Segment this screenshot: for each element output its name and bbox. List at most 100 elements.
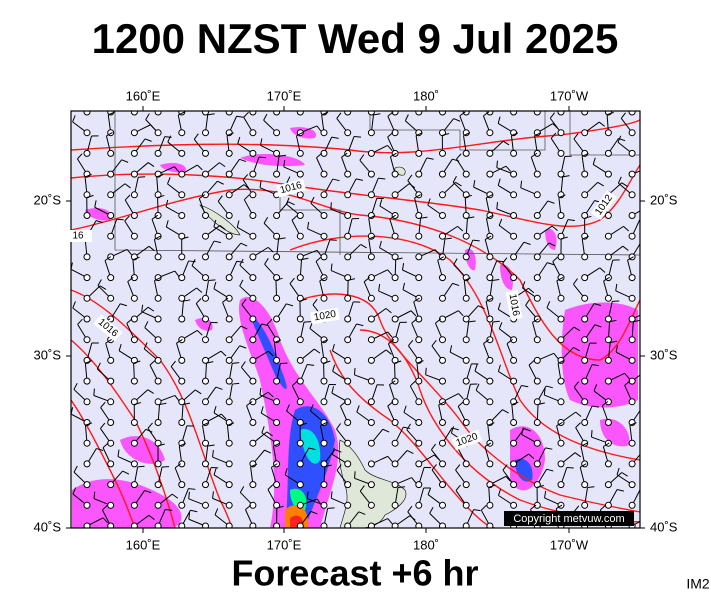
station [392, 275, 398, 281]
barb-flag [591, 430, 592, 437]
station [297, 440, 303, 446]
station [108, 440, 114, 446]
station [250, 130, 256, 136]
station [131, 233, 137, 239]
station [463, 420, 469, 426]
barb-flag [537, 92, 544, 94]
station [392, 420, 398, 426]
barb-staff [514, 94, 517, 112]
isobar-label-text: 16 [72, 231, 84, 242]
station [108, 461, 114, 467]
station [131, 461, 137, 467]
barb-staff [315, 96, 324, 112]
station [345, 357, 351, 363]
barb-staff [179, 94, 181, 112]
left-label: 30˚S [34, 347, 62, 362]
station [605, 254, 611, 260]
station [321, 399, 327, 405]
station [108, 213, 114, 219]
station [582, 378, 588, 384]
station [203, 316, 209, 322]
station [440, 482, 446, 488]
station [155, 482, 161, 488]
station [463, 150, 469, 156]
station [440, 357, 446, 363]
station [226, 171, 232, 177]
station [250, 171, 256, 177]
station [463, 171, 469, 177]
barb-staff [537, 94, 538, 112]
station [629, 171, 635, 177]
forecast-label: Forecast +6 hr [231, 553, 478, 594]
station [487, 171, 493, 177]
station [534, 357, 540, 363]
barb-flag [640, 489, 647, 490]
station [440, 502, 446, 508]
station [179, 316, 185, 322]
barb-flag [232, 383, 239, 384]
barb-flag [649, 105, 653, 110]
station [297, 316, 303, 322]
top-label: 170˚W [550, 88, 589, 103]
station [108, 482, 114, 488]
title: 1200 NZST Wed 9 Jul 2025 [92, 15, 619, 62]
station [368, 150, 374, 156]
station [131, 502, 137, 508]
station [131, 213, 137, 219]
station [487, 399, 493, 405]
barb-staff [348, 98, 359, 112]
station [368, 378, 374, 384]
station [274, 420, 280, 426]
station [250, 357, 256, 363]
station [297, 378, 303, 384]
station [250, 233, 256, 239]
barb-flag [331, 202, 332, 209]
station [203, 109, 209, 115]
station [487, 378, 493, 384]
barb-flag [477, 94, 480, 100]
station [297, 192, 303, 198]
station [250, 440, 256, 446]
barb-flag [649, 168, 653, 174]
station [274, 233, 280, 239]
station [179, 275, 185, 281]
station [84, 461, 90, 467]
station [250, 254, 256, 260]
station [534, 233, 540, 239]
station [440, 150, 446, 156]
station [131, 316, 137, 322]
station [345, 192, 351, 198]
station [368, 192, 374, 198]
station [605, 357, 611, 363]
station [582, 482, 588, 488]
station [321, 440, 327, 446]
station [179, 502, 185, 508]
barb-flag [232, 363, 239, 364]
station [84, 213, 90, 219]
station [203, 171, 209, 177]
image-code: IM2 [686, 576, 710, 592]
station [534, 275, 540, 281]
station [368, 109, 374, 115]
station [345, 254, 351, 260]
station [250, 275, 256, 281]
station [416, 275, 422, 281]
station [226, 461, 232, 467]
station [440, 378, 446, 384]
station [84, 109, 90, 115]
station [416, 502, 422, 508]
barb-flag [315, 91, 320, 96]
station [629, 337, 635, 343]
station [629, 109, 635, 115]
station [629, 502, 635, 508]
station [108, 399, 114, 405]
station [226, 378, 232, 384]
station [440, 109, 446, 115]
station [511, 440, 517, 446]
station [605, 213, 611, 219]
barb-staff [477, 100, 490, 112]
station [108, 171, 114, 177]
station [84, 440, 90, 446]
station [416, 233, 422, 239]
station [368, 482, 374, 488]
